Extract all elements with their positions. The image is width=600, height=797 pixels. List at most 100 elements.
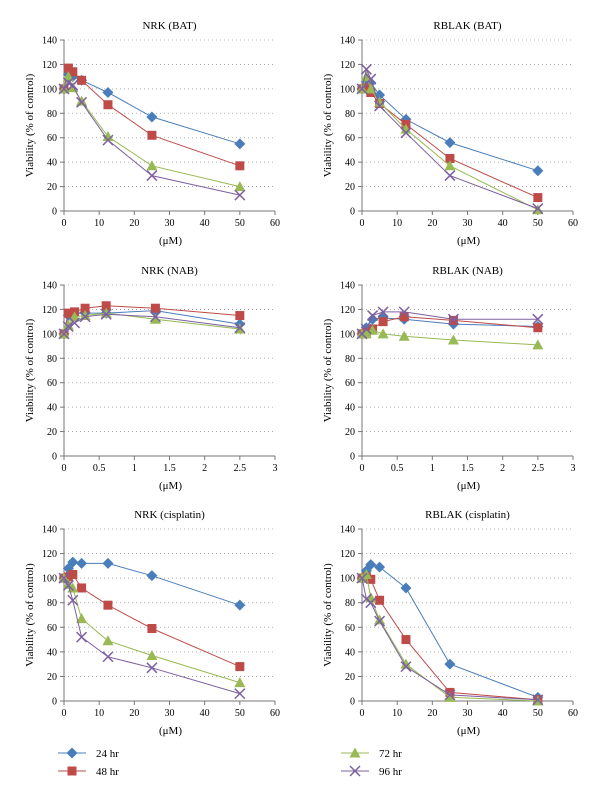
- y-tick-label: 20: [345, 182, 355, 193]
- data-point: [146, 570, 158, 582]
- y-tick-label: 40: [47, 403, 57, 414]
- data-point: [234, 181, 246, 192]
- data-point: [365, 83, 377, 94]
- x-tick-label: 60: [270, 708, 280, 719]
- y-tick-label: 60: [345, 378, 355, 389]
- data-point: [58, 572, 70, 584]
- y-tick-label: 120: [42, 305, 57, 316]
- data-point: [146, 111, 158, 123]
- data-point: [447, 334, 459, 345]
- data-point: [62, 320, 74, 333]
- data-point: [400, 661, 412, 673]
- x-mark-stroke: [62, 77, 74, 89]
- data-point: [102, 635, 114, 646]
- data-point: [400, 123, 412, 134]
- data-point: [374, 614, 386, 625]
- data-point: [235, 161, 245, 171]
- y-tick-label: 140: [42, 281, 57, 292]
- y-tick-label: 60: [47, 623, 57, 634]
- x-axis-label: (μM): [457, 235, 480, 247]
- x-tick-label: 0: [360, 218, 365, 229]
- data-point: [101, 301, 111, 311]
- series-96-hr: [356, 306, 544, 340]
- x-mark-stroke: [58, 328, 70, 340]
- x-tick-label: 50: [235, 218, 245, 229]
- y-tick-label: 100: [340, 329, 355, 340]
- chart-title: NRK (cisplatin): [134, 509, 205, 521]
- data-point: [532, 694, 544, 706]
- data-point: [147, 130, 157, 140]
- y-tick-label: 140: [340, 281, 355, 292]
- y-tick-label: 80: [345, 354, 355, 365]
- legend-marker: [66, 747, 78, 759]
- x-mark-stroke: [356, 83, 368, 95]
- series-24-hr: [58, 556, 246, 611]
- series-line: [361, 576, 538, 701]
- data-point: [234, 189, 246, 201]
- y-tick-label: 100: [340, 84, 355, 95]
- series-line: [361, 573, 538, 702]
- series-72-hr: [356, 324, 544, 350]
- data-point: [533, 323, 543, 333]
- data-point: [146, 650, 158, 661]
- data-point: [102, 557, 114, 569]
- y-tick-label: 20: [345, 672, 355, 683]
- x-tick-label: 40: [200, 708, 210, 719]
- data-point: [58, 328, 70, 340]
- x-tick-label: 2: [500, 463, 505, 474]
- data-point: [150, 303, 160, 313]
- data-point: [365, 73, 377, 85]
- x-mark-stroke: [365, 597, 377, 609]
- data-point: [77, 583, 87, 593]
- data-point: [356, 572, 368, 584]
- y-tick-label: 20: [47, 672, 57, 683]
- series-line: [361, 564, 538, 698]
- x-tick-label: 60: [270, 218, 280, 229]
- x-tick-label: 40: [498, 708, 508, 719]
- data-point: [360, 71, 372, 82]
- legend-label: 48 hr: [96, 766, 119, 778]
- data-point: [69, 317, 81, 329]
- data-point: [398, 306, 410, 318]
- x-axis-label: (μM): [457, 480, 480, 492]
- data-point: [235, 311, 245, 321]
- x-tick-label: 40: [200, 218, 210, 229]
- data-point: [149, 313, 161, 324]
- y-tick-label: 0: [350, 207, 355, 218]
- legend: 24 hr 48 hr 72 hr 96 hr: [58, 747, 402, 778]
- y-tick-label: 100: [42, 329, 57, 340]
- data-point: [79, 311, 91, 323]
- data-point: [377, 306, 389, 318]
- x-mark-stroke: [532, 694, 544, 706]
- x-tick-label: 1: [430, 463, 435, 474]
- data-point: [377, 328, 389, 339]
- data-point: [532, 313, 544, 325]
- data-point: [366, 574, 376, 584]
- data-point: [76, 613, 88, 624]
- x-mark-stroke: [400, 127, 412, 139]
- data-point: [365, 559, 377, 571]
- data-point: [398, 330, 410, 341]
- x-mark-stroke: [377, 306, 389, 318]
- data-point: [374, 615, 386, 627]
- x-mark-stroke: [444, 689, 456, 701]
- data-point: [100, 308, 112, 320]
- data-point: [532, 165, 544, 177]
- x-axis-label: (μM): [457, 725, 480, 737]
- x-mark-stroke: [234, 688, 246, 700]
- x-tick-label: 10: [392, 708, 402, 719]
- legend-marker: [67, 766, 77, 776]
- data-point: [79, 310, 91, 321]
- data-point: [400, 582, 412, 594]
- data-point: [80, 303, 90, 313]
- data-point: [234, 677, 246, 688]
- y-tick-label: 100: [42, 574, 57, 585]
- chart-title: RBLAK (BAT): [433, 20, 501, 32]
- data-point: [67, 79, 79, 91]
- y-tick-label: 40: [47, 647, 57, 658]
- legend-label: 24 hr: [96, 748, 119, 760]
- data-point: [103, 600, 113, 610]
- y-tick-label: 20: [47, 427, 57, 438]
- y-tick-label: 120: [340, 549, 355, 560]
